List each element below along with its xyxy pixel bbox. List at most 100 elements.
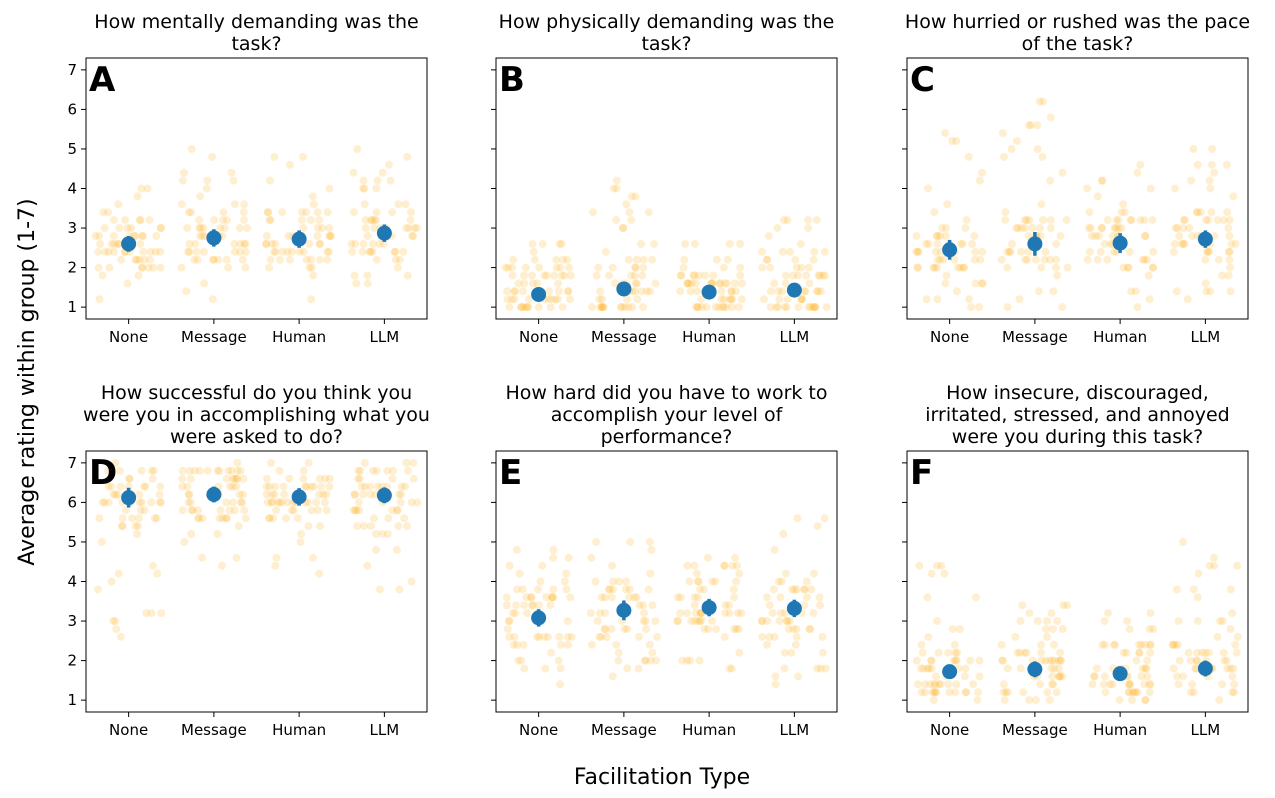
raw-point xyxy=(1203,247,1212,256)
raw-point xyxy=(971,279,980,288)
raw-point xyxy=(298,208,307,217)
raw-point xyxy=(1114,224,1123,232)
raw-point xyxy=(953,648,962,657)
raw-point xyxy=(1218,271,1227,280)
raw-point xyxy=(936,255,945,264)
raw-point xyxy=(1226,287,1235,296)
raw-point xyxy=(195,466,204,475)
raw-point xyxy=(653,632,661,641)
raw-point xyxy=(325,474,334,483)
panel-title-line: irritated, stressed, and annoyed xyxy=(925,404,1229,426)
raw-point xyxy=(1055,672,1064,681)
raw-point xyxy=(922,239,931,248)
raw-point xyxy=(1196,208,1205,217)
raw-point xyxy=(366,216,375,225)
raw-point xyxy=(552,263,561,272)
raw-point xyxy=(227,466,236,475)
raw-point xyxy=(1100,672,1109,681)
raw-point xyxy=(266,216,275,225)
raw-point xyxy=(304,522,313,531)
raw-point xyxy=(323,255,332,264)
raw-point xyxy=(278,247,287,256)
raw-point xyxy=(694,577,703,586)
raw-point xyxy=(147,609,156,618)
raw-point xyxy=(1228,688,1237,697)
raw-point xyxy=(797,295,806,304)
raw-point xyxy=(325,482,334,491)
raw-point xyxy=(781,279,790,288)
raw-point xyxy=(719,263,728,272)
raw-point xyxy=(283,498,292,507)
raw-point xyxy=(348,247,357,256)
raw-point xyxy=(970,255,979,264)
raw-point xyxy=(1131,287,1140,296)
mean-marker xyxy=(531,286,547,302)
raw-point xyxy=(1174,617,1183,625)
raw-point xyxy=(1090,672,1099,681)
raw-point xyxy=(1112,224,1121,232)
raw-point xyxy=(1014,224,1023,232)
y-tick-label: 6 xyxy=(67,493,77,511)
raw-point xyxy=(200,279,209,288)
raw-point xyxy=(1109,247,1118,256)
raw-point xyxy=(275,466,284,475)
raw-point xyxy=(1001,208,1010,217)
raw-point xyxy=(820,514,829,523)
raw-point xyxy=(361,224,370,232)
raw-point xyxy=(1233,632,1242,641)
raw-point xyxy=(952,680,961,689)
raw-point xyxy=(1202,287,1211,296)
raw-point xyxy=(620,625,629,633)
raw-point xyxy=(1169,664,1178,673)
raw-point xyxy=(1207,160,1216,169)
raw-point xyxy=(547,593,556,602)
panel-letter: D xyxy=(89,453,117,493)
raw-point xyxy=(218,561,226,570)
raw-point xyxy=(392,545,401,554)
raw-point xyxy=(940,569,949,578)
raw-point xyxy=(917,664,925,673)
raw-point xyxy=(198,514,207,523)
raw-point xyxy=(125,474,134,483)
raw-point xyxy=(156,247,165,256)
raw-point xyxy=(138,263,147,272)
raw-point xyxy=(131,255,140,264)
raw-point xyxy=(1003,688,1012,697)
raw-point xyxy=(780,664,789,673)
raw-point xyxy=(627,216,636,225)
raw-point xyxy=(974,688,983,697)
raw-point xyxy=(529,279,538,288)
raw-point xyxy=(926,680,935,689)
raw-point xyxy=(975,656,984,665)
raw-point xyxy=(763,617,772,625)
raw-point xyxy=(1046,113,1055,122)
raw-point xyxy=(307,482,316,491)
raw-point xyxy=(523,303,532,312)
raw-point xyxy=(313,208,322,217)
raw-point xyxy=(349,168,358,177)
raw-point xyxy=(140,482,148,491)
raw-point xyxy=(538,561,547,570)
raw-point xyxy=(691,279,700,288)
raw-point xyxy=(396,498,405,507)
raw-point xyxy=(195,216,204,225)
raw-point xyxy=(605,271,613,280)
raw-point xyxy=(278,208,287,217)
raw-point xyxy=(592,538,601,546)
raw-point xyxy=(978,279,987,288)
raw-point xyxy=(1052,239,1061,248)
raw-point xyxy=(944,648,953,657)
raw-point xyxy=(1175,656,1184,665)
raw-point xyxy=(140,506,149,515)
raw-point xyxy=(1085,247,1094,256)
mean-marker xyxy=(942,242,958,258)
raw-points-group xyxy=(94,458,422,641)
raw-point xyxy=(596,609,604,618)
raw-point xyxy=(641,617,650,625)
raw-point xyxy=(557,271,566,280)
raw-point xyxy=(536,577,545,586)
raw-point xyxy=(762,255,771,264)
raw-point xyxy=(635,601,644,610)
raw-point xyxy=(685,577,694,586)
raw-point xyxy=(1041,656,1050,665)
